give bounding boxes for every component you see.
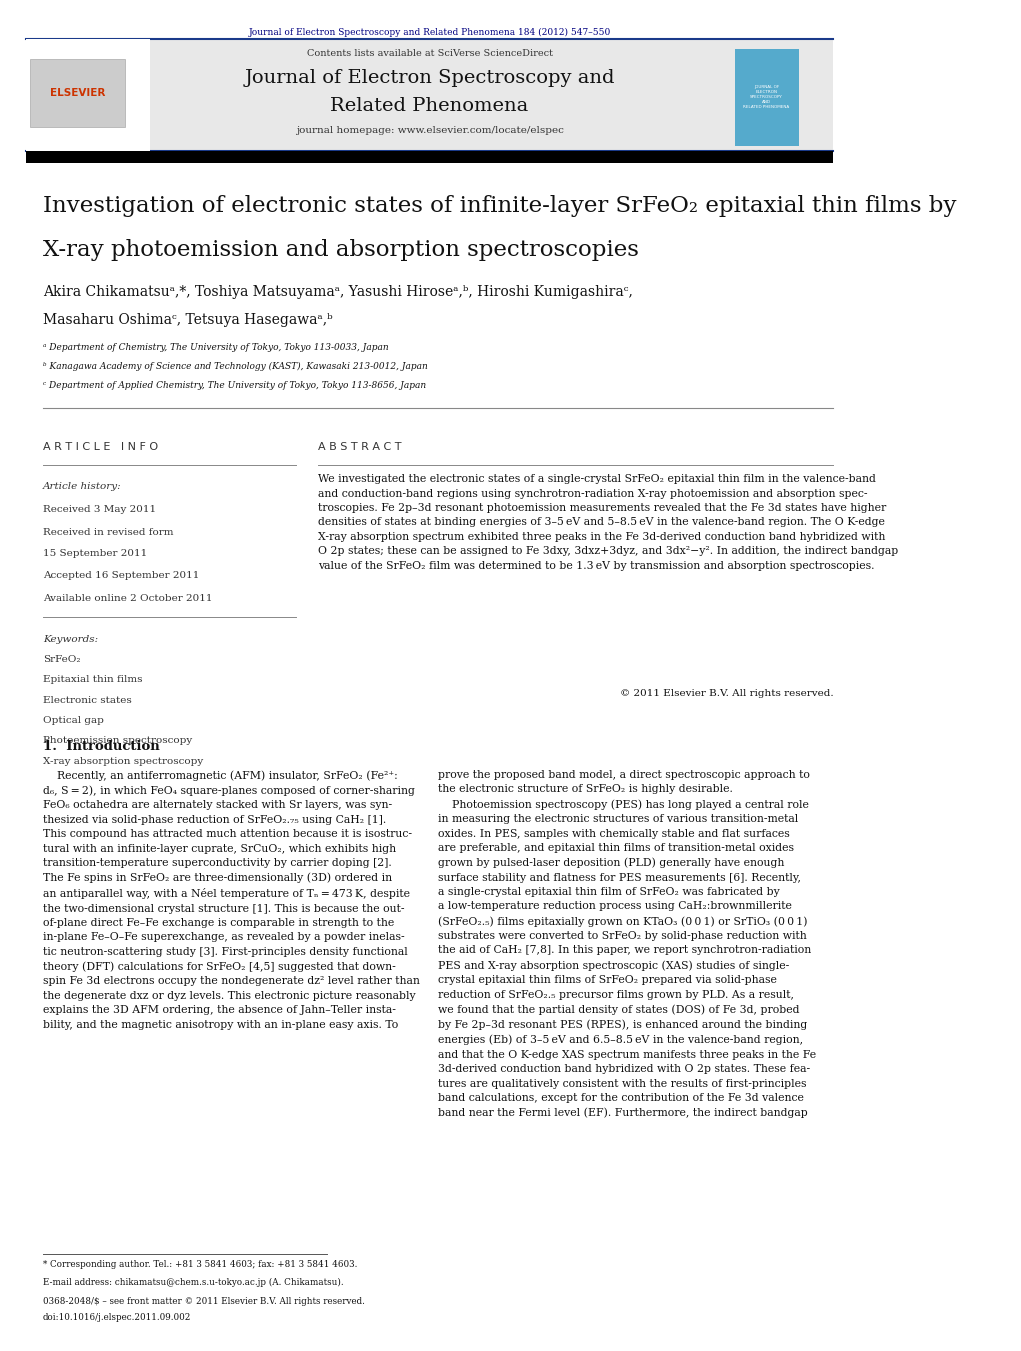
Text: Investigation of electronic states of infinite-layer SrFeO₂ epitaxial thin films: Investigation of electronic states of in…	[43, 195, 957, 216]
Text: © 2011 Elsevier B.V. All rights reserved.: © 2011 Elsevier B.V. All rights reserved…	[620, 689, 833, 698]
Text: We investigated the electronic states of a single-crystal SrFeO₂ epitaxial thin : We investigated the electronic states of…	[318, 474, 898, 570]
Text: Received 3 May 2011: Received 3 May 2011	[43, 505, 156, 515]
Bar	[26, 39, 150, 151]
Text: Optical gap: Optical gap	[43, 716, 104, 725]
Text: JOURNAL OF
ELECTRON
SPECTROSCOPY
AND
RELATED PHENOMENA: JOURNAL OF ELECTRON SPECTROSCOPY AND REL…	[743, 85, 789, 109]
Text: Available online 2 October 2011: Available online 2 October 2011	[43, 594, 212, 604]
Text: A R T I C L E   I N F O: A R T I C L E I N F O	[43, 442, 158, 451]
Text: Masaharu Oshimaᶜ, Tetsuya Hasegawaᵃ,ᵇ: Masaharu Oshimaᶜ, Tetsuya Hasegawaᵃ,ᵇ	[43, 313, 333, 327]
Text: ᶜ Department of Applied Chemistry, The University of Tokyo, Tokyo 113-8656, Japa: ᶜ Department of Applied Chemistry, The U…	[43, 381, 426, 390]
Bar	[26, 39, 833, 151]
Text: Akira Chikamatsuᵃ,*, Toshiya Matsuyamaᵃ, Yasushi Hiroseᵃ,ᵇ, Hiroshi Kumigashiraᶜ: Akira Chikamatsuᵃ,*, Toshiya Matsuyamaᵃ,…	[43, 285, 633, 299]
Text: ᵃ Department of Chemistry, The University of Tokyo, Tokyo 113-0033, Japan: ᵃ Department of Chemistry, The Universit…	[43, 343, 389, 353]
Text: Contents lists available at SciVerse ScienceDirect: Contents lists available at SciVerse Sci…	[306, 49, 552, 58]
Text: E-mail address: chikamatsu@chem.s.u-tokyo.ac.jp (A. Chikamatsu).: E-mail address: chikamatsu@chem.s.u-toky…	[43, 1278, 344, 1288]
Text: Keywords:: Keywords:	[43, 635, 98, 644]
Text: 15 September 2011: 15 September 2011	[43, 549, 147, 558]
Text: X-ray photoemission and absorption spectroscopies: X-ray photoemission and absorption spect…	[43, 239, 639, 261]
Text: A B S T R A C T: A B S T R A C T	[318, 442, 401, 451]
Text: * Corresponding author. Tel.: +81 3 5841 4603; fax: +81 3 5841 4603.: * Corresponding author. Tel.: +81 3 5841…	[43, 1260, 357, 1270]
Text: prove the proposed band model, a direct spectroscopic approach to
the electronic: prove the proposed band model, a direct …	[438, 770, 817, 1119]
Text: journal homepage: www.elsevier.com/locate/elspec: journal homepage: www.elsevier.com/locat…	[296, 126, 564, 135]
Text: ELSEVIER: ELSEVIER	[50, 88, 105, 99]
Text: 0368-2048/$ – see front matter © 2011 Elsevier B.V. All rights reserved.: 0368-2048/$ – see front matter © 2011 El…	[43, 1297, 364, 1306]
Text: Article history:: Article history:	[43, 482, 121, 492]
Bar	[735, 49, 799, 146]
Text: Related Phenomena: Related Phenomena	[331, 97, 529, 115]
Text: Accepted 16 September 2011: Accepted 16 September 2011	[43, 571, 199, 581]
Text: doi:10.1016/j.elspec.2011.09.002: doi:10.1016/j.elspec.2011.09.002	[43, 1313, 191, 1323]
Text: Epitaxial thin films: Epitaxial thin films	[43, 676, 143, 685]
Bar	[26, 151, 833, 163]
Bar	[30, 59, 125, 127]
Text: SrFeO₂: SrFeO₂	[43, 655, 81, 665]
Text: Electronic states: Electronic states	[43, 696, 132, 705]
Text: Journal of Electron Spectroscopy and: Journal of Electron Spectroscopy and	[244, 69, 615, 86]
Text: X-ray absorption spectroscopy: X-ray absorption spectroscopy	[43, 757, 203, 766]
Text: Journal of Electron Spectroscopy and Related Phenomena 184 (2012) 547–550: Journal of Electron Spectroscopy and Rel…	[248, 28, 611, 38]
Text: Received in revised form: Received in revised form	[43, 528, 174, 538]
Text: Recently, an antiferromagnetic (AFM) insulator, SrFeO₂ (Fe²⁺:
d₆, S = 2), in whi: Recently, an antiferromagnetic (AFM) ins…	[43, 770, 420, 1029]
Text: 1.  Introduction: 1. Introduction	[43, 740, 159, 754]
Text: ᵇ Kanagawa Academy of Science and Technology (KAST), Kawasaki 213-0012, Japan: ᵇ Kanagawa Academy of Science and Techno…	[43, 362, 428, 372]
Text: Photoemission spectroscopy: Photoemission spectroscopy	[43, 736, 192, 746]
